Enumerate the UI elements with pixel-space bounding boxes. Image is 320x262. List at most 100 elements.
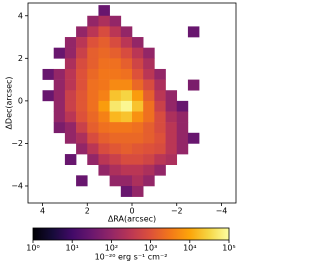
- cell: [132, 37, 144, 48]
- cell: [132, 100, 144, 112]
- colorbar-tick-label: 10⁰: [26, 244, 39, 253]
- cell: [87, 15, 99, 27]
- cell: [120, 122, 133, 134]
- cell: [53, 90, 66, 102]
- x-tick-label: 0: [129, 207, 134, 216]
- cell: [143, 79, 155, 91]
- cell: [98, 37, 110, 48]
- cell: [120, 111, 133, 123]
- x-tick-label: 2: [85, 207, 90, 216]
- cell: [120, 68, 133, 80]
- cell: [109, 90, 122, 102]
- cell: [53, 79, 66, 91]
- cell: [87, 58, 99, 70]
- cell: [76, 37, 88, 48]
- cell: [120, 185, 133, 197]
- cell: [187, 79, 200, 91]
- cell: [87, 111, 99, 123]
- y-tick-label: −4: [11, 181, 23, 190]
- cell: [64, 100, 77, 112]
- cell: [98, 68, 110, 80]
- y-tick-label: 4: [18, 11, 23, 20]
- cell: [132, 132, 144, 144]
- cell: [165, 122, 178, 134]
- cell: [154, 100, 166, 112]
- cell: [176, 143, 189, 155]
- cell: [165, 143, 178, 155]
- colorbar-tick-label: 10²: [105, 244, 118, 253]
- y-axis-title: ΔDec(arcsec): [5, 76, 14, 129]
- cell: [154, 111, 166, 123]
- cell: [120, 79, 133, 91]
- cell: [165, 132, 178, 144]
- cell: [132, 79, 144, 91]
- cell: [76, 90, 88, 102]
- cell: [132, 58, 144, 70]
- cell: [143, 143, 155, 155]
- cell: [98, 5, 110, 17]
- cell: [87, 143, 99, 155]
- cell: [132, 154, 144, 166]
- cell: [143, 175, 155, 187]
- cell: [120, 90, 133, 102]
- cell: [98, 154, 110, 166]
- colorbar: [32, 227, 230, 241]
- cell: [42, 90, 55, 102]
- cell: [87, 122, 99, 134]
- cell: [53, 111, 66, 123]
- colorbar-tick-label: 10⁴: [183, 244, 196, 253]
- cell: [143, 122, 155, 134]
- cell: [143, 132, 155, 144]
- cell: [98, 15, 110, 27]
- cell: [120, 143, 133, 155]
- cell: [176, 122, 189, 134]
- cell: [87, 79, 99, 91]
- cell: [109, 15, 122, 27]
- cell: [120, 100, 133, 112]
- cell: [76, 122, 88, 134]
- chart: ΔDec(arcsec) ΔRA(arcsec) 10⁻²⁰ erg s⁻¹ c…: [5, 2, 237, 262]
- cell: [120, 26, 133, 38]
- y-tick-label: 2: [18, 54, 23, 63]
- cell: [87, 90, 99, 102]
- cell: [98, 79, 110, 91]
- cell: [132, 111, 144, 123]
- cell: [87, 47, 99, 59]
- cell: [64, 68, 77, 80]
- cell: [64, 37, 77, 48]
- cell: [53, 68, 66, 80]
- cell: [165, 111, 178, 123]
- x-tick-label: −4: [216, 207, 228, 216]
- cell: [76, 68, 88, 80]
- cell: [143, 100, 155, 112]
- cell: [53, 47, 66, 59]
- cell: [132, 47, 144, 59]
- cell: [120, 37, 133, 48]
- cell: [98, 26, 110, 38]
- cell: [76, 175, 88, 187]
- colorbar-tick-label: 10³: [144, 244, 157, 253]
- cell: [109, 164, 122, 176]
- cell: [98, 164, 110, 176]
- cell: [109, 47, 122, 59]
- cell: [53, 122, 66, 134]
- cell: [64, 47, 77, 59]
- cell: [109, 58, 122, 70]
- x-tick-label: 4: [40, 207, 45, 216]
- cell: [176, 111, 189, 123]
- cell: [154, 68, 166, 80]
- cell: [42, 68, 55, 80]
- cell: [109, 79, 122, 91]
- cell: [109, 100, 122, 112]
- cell: [98, 100, 110, 112]
- cell: [132, 143, 144, 155]
- cell: [154, 122, 166, 134]
- cell: [87, 100, 99, 112]
- cell: [120, 175, 133, 187]
- colorbar-tick-label: 10¹: [66, 244, 79, 253]
- cell: [87, 154, 99, 166]
- cell: [76, 100, 88, 112]
- cell: [64, 154, 77, 166]
- cell: [143, 68, 155, 80]
- cell: [76, 58, 88, 70]
